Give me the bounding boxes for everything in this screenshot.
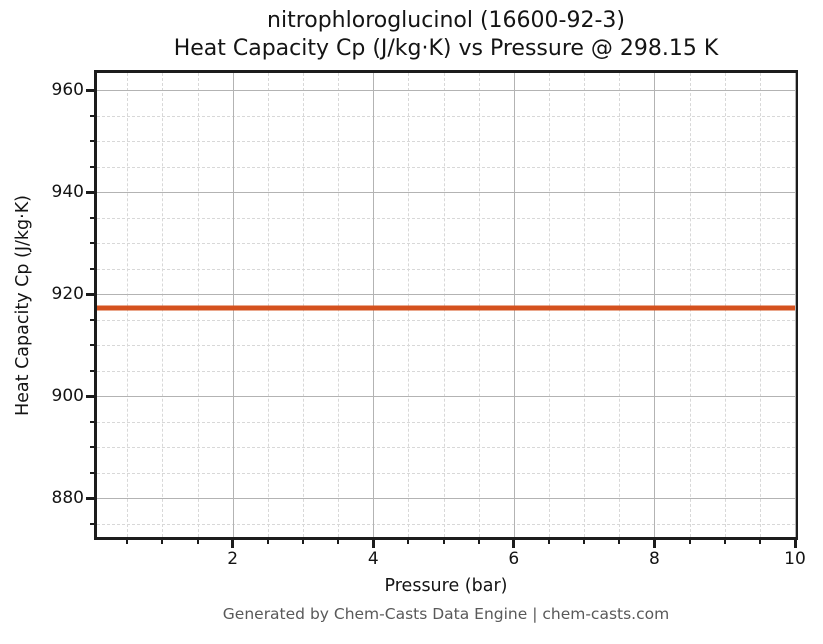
y-minor-gridline — [97, 319, 795, 321]
x-minor-tick — [688, 540, 691, 544]
x-minor-tick — [301, 540, 304, 544]
y-minor-gridline — [97, 217, 795, 219]
x-major-gridline — [654, 73, 656, 537]
y-minor-tick — [90, 216, 94, 219]
chart-title: nitrophloroglucinol (16600-92-3) Heat Ca… — [97, 7, 795, 63]
x-minor-tick — [583, 540, 586, 544]
x-minor-tick — [477, 540, 480, 544]
chart-title-line1: nitrophloroglucinol (16600-92-3) — [267, 8, 625, 33]
x-minor-gridline — [548, 73, 550, 537]
y-minor-gridline — [97, 345, 795, 347]
x-minor-gridline — [724, 73, 726, 537]
y-minor-tick — [90, 522, 94, 525]
x-tick-label: 6 — [508, 549, 520, 569]
x-major-tick — [512, 540, 516, 548]
y-minor-tick — [90, 471, 94, 474]
plot-area — [94, 70, 798, 540]
x-minor-gridline — [619, 73, 621, 537]
y-minor-tick — [90, 114, 94, 117]
x-minor-tick — [758, 540, 761, 544]
x-tick-label: 8 — [648, 549, 660, 569]
x-major-tick — [652, 540, 656, 548]
y-major-gridline — [97, 498, 795, 500]
x-tick-label: 2 — [227, 549, 239, 569]
y-minor-gridline — [97, 421, 795, 423]
y-major-tick — [86, 88, 94, 92]
x-minor-tick — [442, 540, 445, 544]
x-minor-gridline — [759, 73, 761, 537]
y-major-gridline — [97, 192, 795, 194]
x-minor-tick — [723, 540, 726, 544]
x-major-gridline — [513, 73, 515, 537]
x-minor-tick — [407, 540, 410, 544]
y-major-gridline — [97, 90, 795, 92]
y-minor-tick — [90, 165, 94, 168]
y-major-gridline — [97, 294, 795, 296]
x-minor-tick — [337, 540, 340, 544]
y-minor-tick — [90, 318, 94, 321]
y-minor-gridline — [97, 523, 795, 525]
x-minor-gridline — [162, 73, 164, 537]
y-minor-gridline — [97, 243, 795, 245]
x-tick-label: 10 — [784, 549, 806, 569]
y-minor-gridline — [97, 370, 795, 372]
x-minor-gridline — [197, 73, 199, 537]
x-minor-gridline — [478, 73, 480, 537]
footer-credit: Generated by Chem-Casts Data Engine | ch… — [222, 605, 670, 623]
y-major-tick — [86, 190, 94, 194]
y-minor-gridline — [97, 115, 795, 117]
y-major-tick — [86, 496, 94, 500]
x-minor-tick — [196, 540, 199, 544]
y-minor-tick — [90, 242, 94, 245]
x-major-tick — [793, 540, 797, 548]
x-minor-gridline — [408, 73, 410, 537]
y-tick-label: 880 — [51, 488, 84, 509]
y-tick-label: 940 — [51, 182, 84, 203]
x-minor-tick — [126, 540, 129, 544]
x-major-gridline — [232, 73, 234, 537]
x-tick-label: 4 — [367, 549, 379, 569]
x-major-tick — [371, 540, 375, 548]
x-minor-gridline — [443, 73, 445, 537]
x-minor-gridline — [584, 73, 586, 537]
x-minor-tick — [547, 540, 550, 544]
x-major-gridline — [373, 73, 375, 537]
y-minor-tick — [90, 369, 94, 372]
y-minor-tick — [90, 446, 94, 449]
x-major-tick — [231, 540, 235, 548]
chart-title-line2: Heat Capacity Cp (J/kg·K) vs Pressure @ … — [173, 36, 719, 61]
y-minor-gridline — [97, 141, 795, 143]
x-major-gridline — [795, 73, 796, 537]
y-minor-gridline — [97, 447, 795, 449]
y-minor-tick — [90, 267, 94, 270]
y-minor-gridline — [97, 472, 795, 474]
y-minor-gridline — [97, 268, 795, 270]
y-major-gridline — [97, 396, 795, 398]
y-minor-gridline — [97, 166, 795, 168]
data-line — [97, 305, 795, 311]
x-minor-gridline — [267, 73, 269, 537]
x-minor-tick — [618, 540, 621, 544]
y-major-tick — [86, 292, 94, 296]
y-minor-tick — [90, 344, 94, 347]
x-minor-tick — [161, 540, 164, 544]
y-minor-tick — [90, 420, 94, 423]
x-minor-gridline — [689, 73, 691, 537]
x-minor-tick — [266, 540, 269, 544]
y-minor-tick — [90, 140, 94, 143]
y-tick-label: 920 — [51, 284, 84, 305]
y-major-tick — [86, 394, 94, 398]
y-tick-label: 900 — [51, 386, 84, 407]
x-minor-gridline — [127, 73, 129, 537]
x-axis-label: Pressure (bar) — [384, 576, 508, 596]
x-minor-gridline — [338, 73, 340, 537]
x-minor-gridline — [302, 73, 304, 537]
y-tick-label: 960 — [51, 80, 84, 101]
